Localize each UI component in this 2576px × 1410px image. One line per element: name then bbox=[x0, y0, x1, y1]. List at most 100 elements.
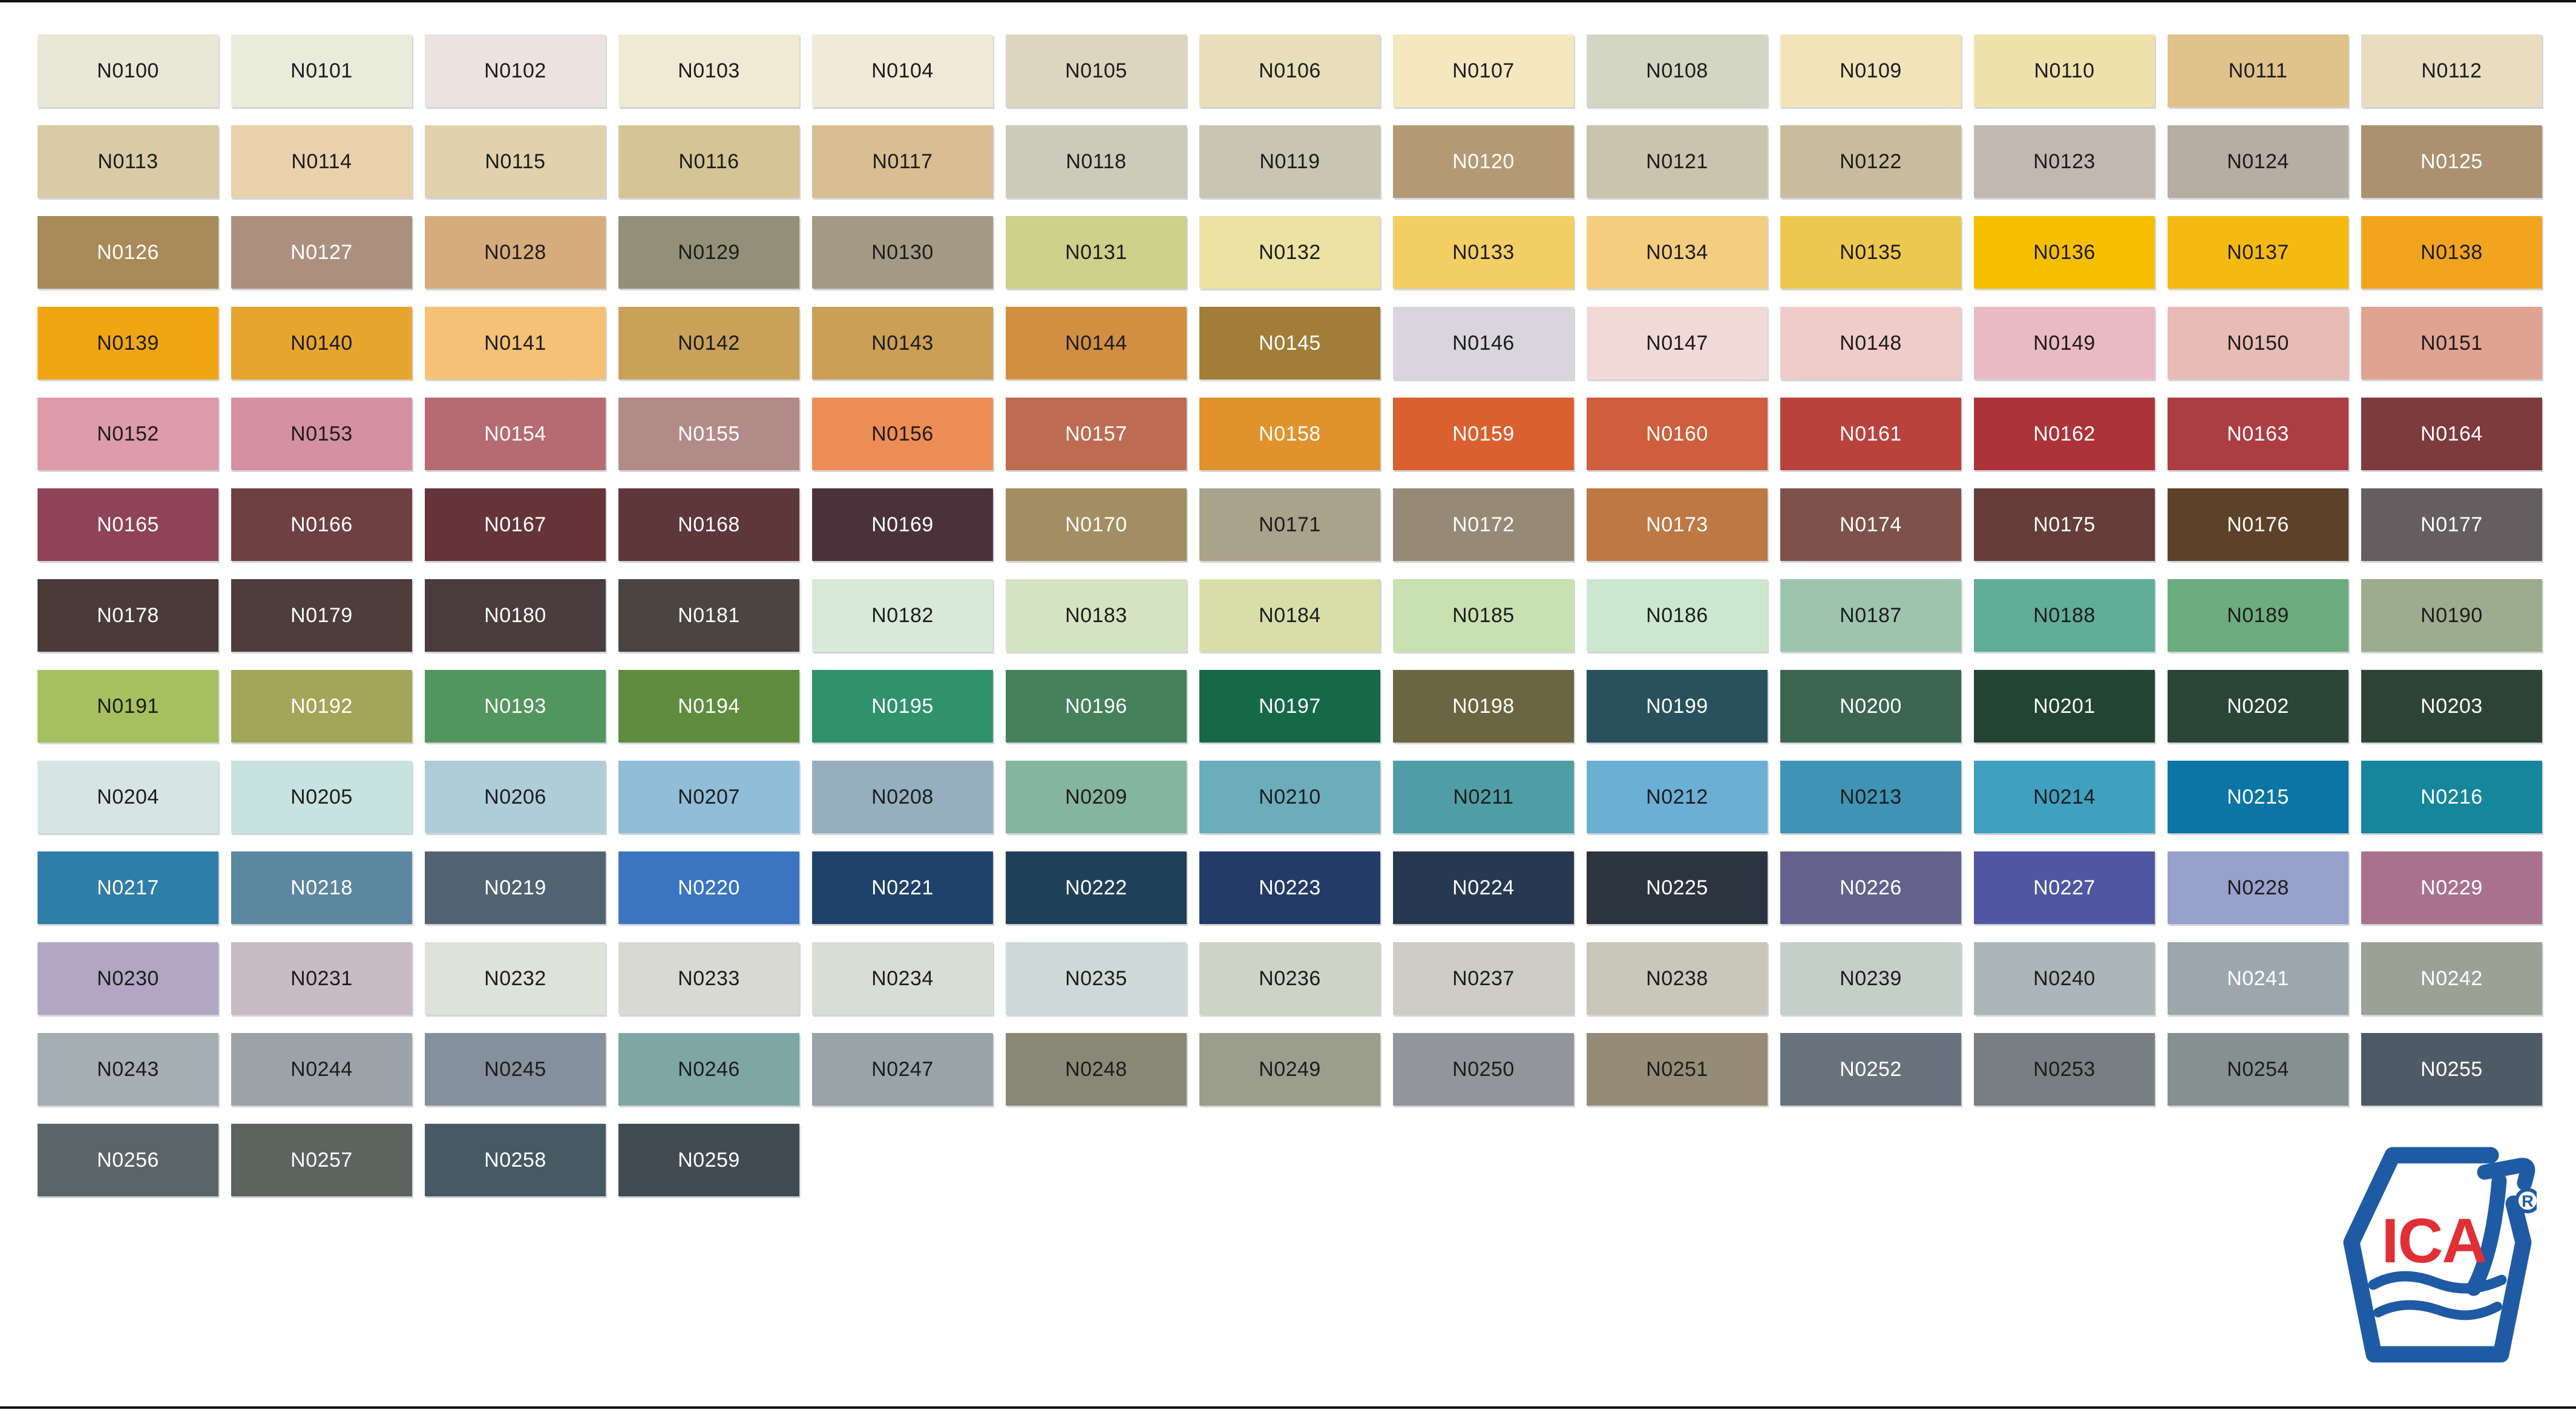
swatch-code-label: N0231 bbox=[290, 966, 353, 990]
swatch-code-label: N0153 bbox=[290, 422, 353, 445]
color-swatch: N0252 bbox=[1780, 1033, 1961, 1106]
color-swatch: N0195 bbox=[812, 670, 993, 743]
swatch-code-label: N0113 bbox=[97, 149, 159, 173]
swatch-code-label: N0246 bbox=[678, 1057, 740, 1081]
color-swatch: N0212 bbox=[1587, 761, 1768, 833]
swatch-code-label: N0214 bbox=[2033, 785, 2096, 808]
logo-wave-top bbox=[2368, 1271, 2507, 1294]
swatch-code-label: N0146 bbox=[1452, 331, 1515, 355]
swatch-code-label: N0105 bbox=[1065, 59, 1127, 82]
swatch-code-label: N0173 bbox=[1646, 513, 1708, 536]
color-swatch: N0202 bbox=[2168, 670, 2348, 743]
color-swatch: N0153 bbox=[231, 398, 412, 470]
swatch-code-label: N0205 bbox=[290, 785, 353, 808]
color-swatch: N0140 bbox=[231, 307, 412, 379]
color-swatch: N0175 bbox=[1974, 488, 2155, 561]
color-swatch: N0248 bbox=[1006, 1033, 1187, 1106]
color-swatch: N0132 bbox=[1199, 216, 1380, 289]
color-swatch: N0242 bbox=[2361, 942, 2542, 1015]
swatch-code-label: N0203 bbox=[2420, 694, 2483, 718]
swatch-code-label: N0241 bbox=[2227, 966, 2289, 990]
color-swatch: N0250 bbox=[1393, 1033, 1574, 1106]
swatch-code-label: N0158 bbox=[1259, 422, 1321, 445]
swatch-code-label: N0103 bbox=[678, 59, 740, 82]
swatch-code-label: N0130 bbox=[871, 240, 934, 264]
color-swatch: N0110 bbox=[1974, 34, 2155, 107]
color-swatch: N0215 bbox=[2168, 761, 2348, 833]
color-swatch: N0187 bbox=[1780, 579, 1961, 652]
color-swatch: N0230 bbox=[38, 942, 218, 1015]
color-swatch: N0240 bbox=[1974, 942, 2155, 1015]
color-swatch: N0151 bbox=[2361, 307, 2542, 379]
color-swatch: N0117 bbox=[812, 125, 993, 198]
color-swatch: N0209 bbox=[1006, 761, 1187, 833]
color-swatch: N0238 bbox=[1587, 942, 1768, 1015]
color-swatch: N0192 bbox=[231, 670, 412, 743]
swatch-code-label: N0156 bbox=[871, 422, 934, 445]
color-swatch: N0251 bbox=[1587, 1033, 1768, 1106]
color-swatch: N0259 bbox=[618, 1124, 799, 1196]
swatch-code-label: N0207 bbox=[678, 785, 740, 808]
color-swatch: N0159 bbox=[1393, 398, 1574, 470]
color-swatch: N0155 bbox=[618, 398, 799, 470]
color-swatch: N0172 bbox=[1393, 488, 1574, 561]
swatch-code-label: N0222 bbox=[1065, 876, 1127, 899]
swatch-code-label: N0128 bbox=[484, 240, 546, 264]
color-swatch: N0179 bbox=[231, 579, 412, 652]
swatch-code-label: N0174 bbox=[1840, 513, 1902, 536]
color-swatch: N0227 bbox=[1974, 851, 2155, 924]
color-swatch: N0106 bbox=[1199, 34, 1380, 107]
color-swatch: N0184 bbox=[1199, 579, 1380, 652]
color-swatch: N0199 bbox=[1587, 670, 1768, 743]
swatch-code-label: N0132 bbox=[1259, 240, 1321, 264]
color-swatch: N0104 bbox=[812, 34, 993, 107]
swatch-code-label: N0186 bbox=[1646, 603, 1708, 627]
color-swatch: N0137 bbox=[2168, 216, 2348, 289]
color-swatch: N0171 bbox=[1199, 488, 1380, 561]
color-swatch: N0182 bbox=[812, 579, 993, 652]
color-swatch: N0163 bbox=[2168, 398, 2348, 470]
color-swatch: N0125 bbox=[2361, 125, 2542, 198]
swatch-code-label: N0137 bbox=[2227, 240, 2289, 264]
swatch-code-label: N0253 bbox=[2033, 1057, 2096, 1081]
color-swatch: N0207 bbox=[618, 761, 799, 833]
color-swatch: N0146 bbox=[1393, 307, 1574, 379]
swatch-code-label: N0104 bbox=[871, 59, 934, 82]
swatch-code-label: N0245 bbox=[484, 1057, 546, 1081]
color-swatch: N0233 bbox=[618, 942, 799, 1015]
color-swatch: N0198 bbox=[1393, 670, 1574, 743]
color-swatch: N0236 bbox=[1199, 942, 1380, 1015]
color-swatch: N0148 bbox=[1780, 307, 1961, 379]
color-swatch: N0214 bbox=[1974, 761, 2155, 833]
swatch-code-label: N0180 bbox=[484, 603, 546, 627]
color-swatch: N0217 bbox=[38, 851, 218, 924]
swatch-code-label: N0182 bbox=[871, 603, 934, 627]
swatch-code-label: N0134 bbox=[1646, 240, 1708, 264]
color-swatch: N0139 bbox=[38, 307, 218, 379]
swatch-code-label: N0215 bbox=[2227, 785, 2289, 808]
swatch-code-label: N0194 bbox=[678, 694, 740, 718]
swatch-code-label: N0155 bbox=[678, 422, 740, 445]
color-swatch: N0194 bbox=[618, 670, 799, 743]
swatch-code-label: N0218 bbox=[290, 876, 353, 899]
color-swatch: N0244 bbox=[231, 1033, 412, 1106]
registered-mark-letter: R bbox=[2522, 1192, 2534, 1210]
color-swatch: N0243 bbox=[38, 1033, 218, 1106]
color-swatch: N0101 bbox=[231, 34, 412, 107]
color-swatch: N0177 bbox=[2361, 488, 2542, 561]
bottom-edge-line bbox=[0, 1406, 2576, 1409]
color-swatch: N0185 bbox=[1393, 579, 1574, 652]
color-swatch: N0254 bbox=[2168, 1033, 2348, 1106]
swatch-code-label: N0236 bbox=[1259, 966, 1321, 990]
swatch-code-label: N0142 bbox=[678, 331, 740, 355]
swatch-code-label: N0232 bbox=[484, 966, 546, 990]
color-swatch: N0208 bbox=[812, 761, 993, 833]
swatch-code-label: N0168 bbox=[678, 513, 740, 536]
color-swatch: N0189 bbox=[2168, 579, 2348, 652]
logo-hook-descender bbox=[2466, 1173, 2507, 1296]
swatch-code-label: N0139 bbox=[97, 331, 159, 355]
swatch-code-label: N0118 bbox=[1066, 149, 1127, 173]
top-edge-line bbox=[0, 0, 2576, 2]
swatch-code-label: N0140 bbox=[290, 331, 353, 355]
color-swatch: N0116 bbox=[618, 125, 799, 198]
